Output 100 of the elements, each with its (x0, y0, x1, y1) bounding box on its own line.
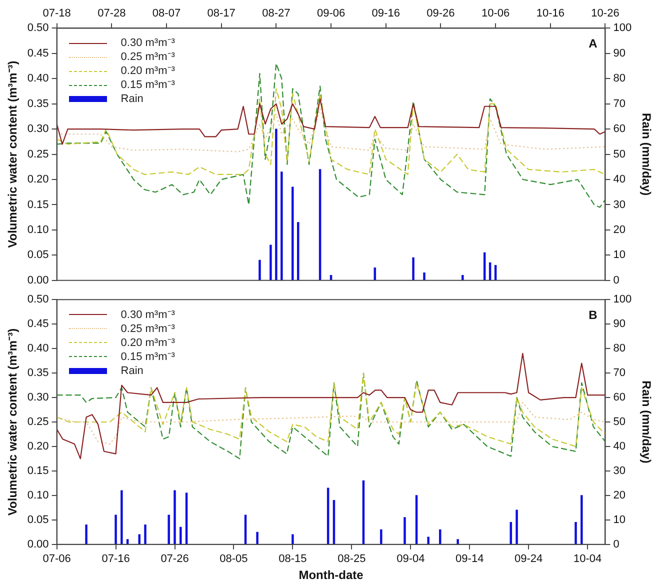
legend-label: 0.20 m³m⁻³ (120, 336, 175, 350)
y-tick-label: 0.25 (27, 148, 49, 160)
x-tick-label: 09-04 (396, 553, 425, 566)
y2-tick-label: 50 (613, 416, 626, 428)
bar (114, 514, 117, 544)
y-tick-label: 0.40 (27, 342, 49, 355)
bar (462, 275, 464, 280)
x-tick-label: 09-26 (426, 8, 455, 20)
bar (120, 490, 123, 544)
y-tick-label: 0.45 (27, 47, 49, 60)
y2-tick-label: 10 (613, 249, 626, 262)
x-tick-label: 08-17 (207, 8, 236, 20)
line-series (56, 108, 606, 152)
x-tick-label: 09-24 (514, 553, 543, 566)
x-tick-label: 10-04 (573, 553, 602, 566)
bar (280, 172, 283, 280)
y-tick-label: 0.20 (27, 440, 49, 453)
bar (174, 490, 176, 544)
y2-tick-label: 0 (613, 274, 620, 286)
y2-tick-label: 30 (613, 198, 626, 211)
line-series (56, 62, 606, 208)
bar (456, 539, 459, 544)
bar (423, 272, 426, 280)
y-tick-label: 0.40 (27, 72, 49, 85)
y-axis-title: Volumetric water content (m³m⁻³) (6, 60, 20, 248)
y-tick-label: 0.25 (27, 416, 49, 428)
x-tick-label: 10-06 (481, 8, 510, 20)
x-tick-label: 07-28 (98, 8, 126, 20)
y2-tick-label: 60 (613, 123, 626, 136)
y2-tick-label: 70 (613, 367, 626, 380)
legend-label: 0.25 m³m⁻³ (120, 322, 175, 336)
legend-label: 0.30 m³m⁻³ (120, 36, 175, 50)
y2-tick-label: 0 (613, 538, 620, 550)
x-axis-title: Month-date (298, 568, 364, 582)
legend-label: Rain (120, 92, 144, 106)
annotation: A (588, 36, 598, 51)
y2-axis-title: Rain (mm/day) (639, 380, 654, 464)
bar (275, 128, 278, 280)
bar (516, 510, 518, 544)
bar (574, 522, 577, 544)
y2-tick-label: 60 (613, 392, 626, 404)
x-tick-label: 08-25 (338, 553, 366, 566)
legend-label: 0.30 m³m⁻³ (120, 308, 175, 322)
y-tick-label: 0.30 (27, 392, 49, 404)
bar (292, 534, 294, 544)
y2-tick-label: 30 (613, 464, 626, 477)
bar (580, 495, 583, 544)
x-tick-label: 08-27 (262, 8, 290, 20)
bar (412, 257, 414, 280)
x-tick-label: 07-06 (42, 553, 71, 566)
x-tick-label: 10-26 (591, 8, 620, 20)
y-tick-label: 0.35 (27, 98, 49, 110)
bar (168, 514, 170, 544)
legend-label: 0.15 m³m⁻³ (120, 350, 175, 364)
line-series (56, 402, 606, 445)
y-tick-label: 0.00 (27, 538, 49, 550)
bar (296, 222, 300, 280)
y-tick-label: 0.00 (27, 274, 49, 286)
x-tick-label: 07-26 (160, 553, 189, 566)
y-tick-label: 0.15 (27, 464, 49, 477)
bar (180, 526, 182, 544)
x-tick-label: 08-07 (152, 8, 181, 20)
bar (258, 260, 261, 280)
x-tick-label: 09-14 (456, 553, 484, 566)
line-series (56, 88, 606, 176)
y2-tick-label: 20 (613, 489, 626, 502)
y2-tick-label: 10 (613, 514, 626, 526)
y-tick-label: 0.10 (27, 489, 49, 502)
y-tick-label: 0.20 (27, 174, 49, 186)
x-tick-label: 10-16 (536, 8, 564, 20)
y2-tick-label: 80 (613, 342, 626, 355)
y-tick-label: 0.35 (27, 367, 49, 380)
bar (438, 529, 442, 544)
bar (427, 536, 430, 544)
y-tick-label: 0.05 (27, 249, 49, 262)
bar (256, 532, 258, 544)
y2-tick-label: 90 (613, 47, 626, 60)
bar (270, 244, 272, 280)
bar (144, 524, 146, 544)
bar (138, 534, 140, 544)
x-tick-label: 07-16 (102, 553, 130, 566)
annotation: B (588, 308, 598, 322)
bar (292, 186, 294, 280)
y-tick-label: 0.30 (27, 123, 49, 136)
bar (85, 524, 88, 544)
y-tick-label: 0.50 (27, 294, 49, 306)
legend-label: 0.20 m³m⁻³ (120, 64, 175, 78)
legend-label: 0.15 m³m⁻³ (120, 78, 175, 92)
y2-tick-label: 50 (613, 148, 626, 160)
x-tick-label: 07-18 (42, 8, 71, 20)
bar (404, 517, 406, 544)
y2-tick-label: 20 (613, 224, 626, 236)
y2-tick-label: 40 (613, 174, 626, 186)
y2-tick-label: 80 (613, 72, 626, 85)
y-tick-label: 0.45 (27, 318, 49, 330)
y2-tick-label: 90 (613, 318, 626, 330)
x-tick-label: 08-05 (220, 553, 248, 566)
x-tick-label: 09-06 (316, 8, 346, 20)
y-tick-label: 0.10 (27, 224, 49, 236)
bar (380, 529, 382, 544)
